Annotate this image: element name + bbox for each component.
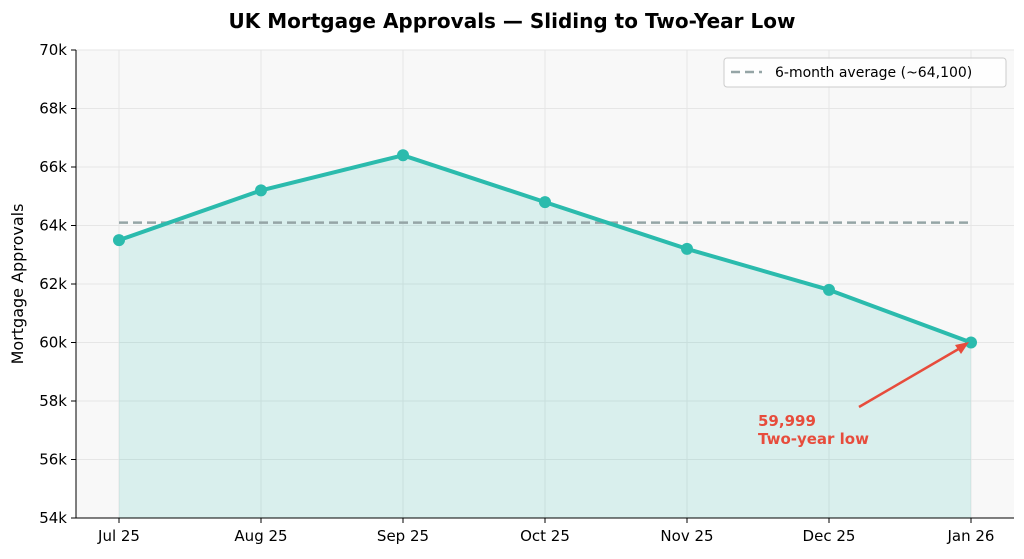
y-tick-label: 66k	[39, 158, 67, 176]
y-tick-label: 64k	[39, 217, 67, 235]
x-tick-label: Jan 26	[947, 527, 995, 545]
x-tick-label: Jul 25	[97, 527, 140, 545]
data-point	[255, 184, 267, 197]
data-point	[965, 336, 977, 349]
y-tick-label: 54k	[39, 509, 67, 527]
data-point	[113, 234, 125, 247]
x-tick-label: Aug 25	[234, 527, 287, 545]
legend-label: 6-month average (~64,100)	[775, 65, 972, 81]
data-points	[113, 149, 977, 349]
annotation-text: Two-year low	[758, 430, 869, 448]
x-tick-label: Oct 25	[520, 527, 570, 545]
y-axis-label: Mortgage Approvals	[8, 204, 27, 365]
chart-title: UK Mortgage Approvals — Sliding to Two-Y…	[229, 9, 796, 33]
x-tick-label: Sep 25	[377, 527, 429, 545]
x-ticks: Jul 25 Aug 25 Sep 25 Oct 25 Nov 25 Dec 25 Jan …	[97, 518, 994, 545]
y-tick-label: 62k	[39, 275, 67, 293]
data-point	[681, 242, 693, 255]
data-point	[397, 149, 409, 162]
y-tick-label: 60k	[39, 334, 67, 352]
annotation-value: 59,999	[758, 412, 816, 430]
annotation: 59,999 Two-year low	[758, 342, 969, 448]
legend-box	[723, 57, 1007, 88]
data-point	[823, 283, 835, 296]
y-tick-label: 58k	[39, 392, 67, 410]
data-point	[539, 196, 551, 209]
y-tick-label: 56k	[39, 451, 67, 469]
y-tick-label: 68k	[39, 100, 67, 118]
legend: 6-month average (~64,100)	[723, 57, 1007, 88]
y-ticks: 54k 56k 58k 60k 62k 64k 66k 68k 70k	[39, 41, 76, 527]
x-tick-label: Dec 25	[803, 527, 856, 545]
y-tick-label: 70k	[39, 41, 67, 59]
annotation-arrow	[858, 345, 963, 409]
area-fill	[119, 155, 971, 519]
arrowhead-icon	[955, 342, 969, 354]
x-tick-label: Nov 25	[660, 527, 713, 545]
